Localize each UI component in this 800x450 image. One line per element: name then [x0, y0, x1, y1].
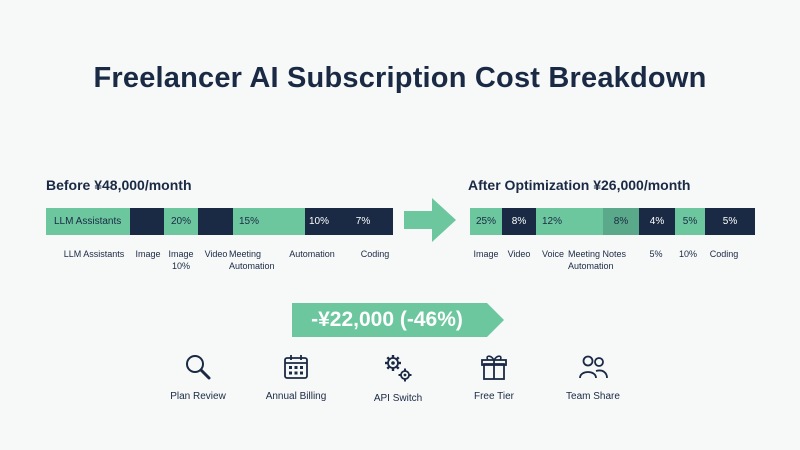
- after-segment-meeting-2: 8%: [603, 208, 639, 235]
- after-segment-image: 25%: [470, 208, 502, 235]
- before-segment-meeting: 15%: [233, 208, 265, 235]
- before-label-automation: Automation: [289, 249, 335, 259]
- people-icon: [579, 355, 608, 379]
- tip-label-annual-billing: Annual Billing: [265, 391, 327, 402]
- after-segment-coding: 5%: [705, 208, 755, 235]
- tip-label-team-share: Team Share: [566, 391, 620, 402]
- before-segment-image-2: 20%: [164, 208, 198, 235]
- after-segment-voice: 12%: [536, 208, 568, 235]
- after-segment-5pct: 4%: [639, 208, 675, 235]
- after-label-coding: Coding: [709, 249, 739, 259]
- after-heading: After Optimization ¥26,000/month: [468, 177, 691, 193]
- after-segment-video: 8%: [502, 208, 536, 235]
- tip-label-free-tier: Free Tier: [473, 391, 514, 402]
- after-segment-meeting: [568, 208, 603, 235]
- before-segment-llm: LLM Assistants: [46, 208, 130, 235]
- gears-icon: [385, 355, 412, 382]
- after-bar: 25% 8% 12% 8% 4% 5% 5%: [470, 208, 755, 235]
- tip-api-switch: API Switch: [343, 352, 453, 404]
- before-segment-video: [198, 208, 233, 235]
- before-label-image: Image: [135, 249, 161, 259]
- before-label-meeting: Meeting Automation: [229, 249, 275, 271]
- gift-icon: [481, 355, 507, 380]
- before-segment-coding: 7%: [333, 208, 393, 235]
- right-arrow-icon: [404, 198, 456, 242]
- page-title: Freelancer AI Subscription Cost Breakdow…: [93, 62, 707, 94]
- tip-plan-review: Plan Review: [143, 352, 253, 402]
- after-label-video: Video: [507, 249, 531, 259]
- after-label-voice: Voice: [541, 249, 565, 259]
- after-label-5pct: 5%: [649, 249, 663, 259]
- before-bar: LLM Assistants 20% 15% 10% 7%: [46, 208, 393, 235]
- before-segment-extra: [265, 208, 305, 235]
- after-segment-10pct: 5%: [675, 208, 705, 235]
- savings-amount: -¥22,000 (-46%): [311, 308, 463, 331]
- tip-label-api-switch: API Switch: [373, 393, 423, 404]
- savings-banner: [292, 303, 504, 337]
- before-label-image-10: Image 10%: [168, 249, 194, 271]
- before-label-coding: Coding: [360, 249, 390, 259]
- tip-label-plan-review: Plan Review: [170, 391, 226, 402]
- before-segment-image: [130, 208, 164, 235]
- calendar-icon: [284, 355, 308, 379]
- tip-team-share: Team Share: [538, 352, 648, 402]
- tip-free-tier: Free Tier: [439, 352, 549, 402]
- after-label-10pct: 10%: [678, 249, 697, 259]
- before-label-llm: LLM Assistants: [63, 249, 125, 259]
- after-label-image: Image: [473, 249, 499, 259]
- before-segment-automation: 10%: [305, 208, 333, 235]
- magnifier-icon: [186, 355, 211, 380]
- after-label-meeting: Meeting Notes Automation: [568, 249, 627, 271]
- before-heading: Before ¥48,000/month: [46, 177, 192, 193]
- tip-annual-billing: Annual Billing: [241, 352, 351, 402]
- before-label-video: Video: [204, 249, 228, 259]
